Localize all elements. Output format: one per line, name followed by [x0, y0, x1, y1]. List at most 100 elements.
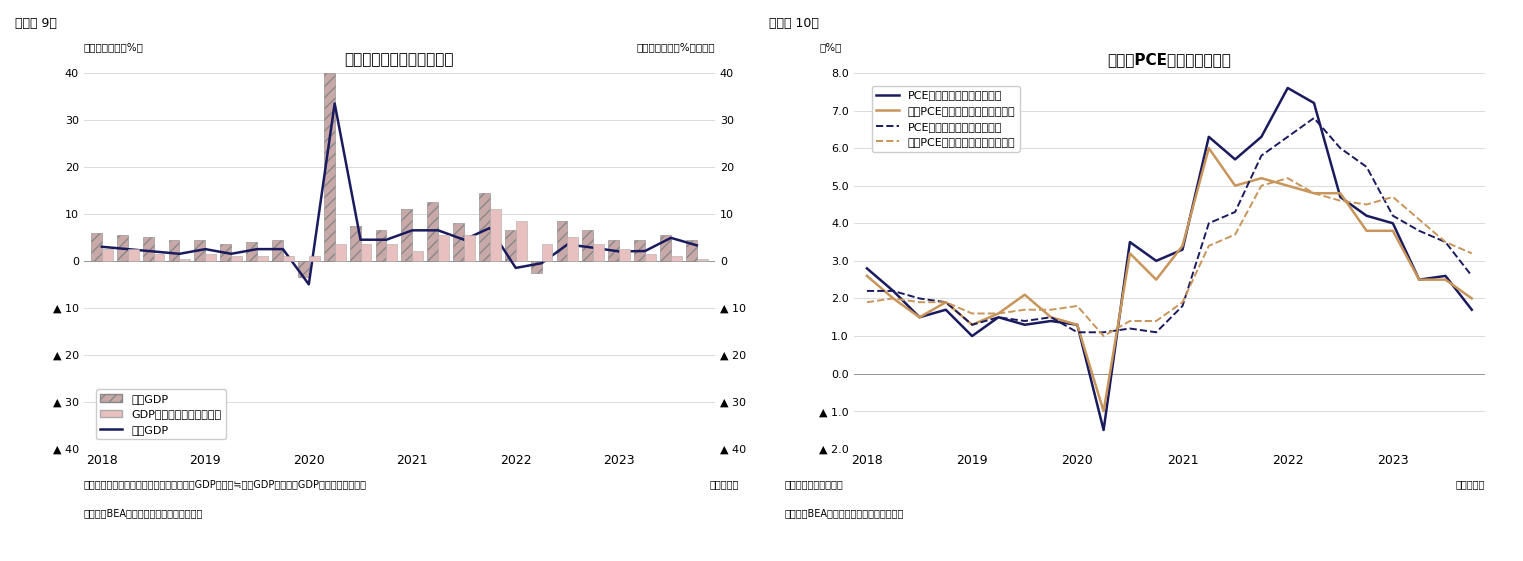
- Bar: [490, 209, 501, 261]
- PCE価格指数（前期比年率）: [911, 314, 929, 321]
- コアPCE価格指数（前期比年率）: [1095, 408, 1113, 415]
- コアPCE価格指数（前期比年率）: [990, 310, 1008, 317]
- PCE価格指数（前年同期比）: [1226, 209, 1244, 215]
- Bar: [91, 233, 102, 261]
- Text: （図表 10）: （図表 10）: [769, 17, 819, 30]
- Bar: [299, 261, 309, 277]
- Bar: [530, 261, 542, 273]
- PCE価格指数（前年同期比）: [911, 295, 929, 302]
- PCE価格指数（前年同期比）: [1436, 239, 1454, 246]
- Bar: [180, 259, 190, 261]
- PCE価格指数（前年同期比）: [1121, 325, 1139, 332]
- コアPCE価格指数（前年同期比）: [911, 299, 929, 306]
- コアPCE価格指数（前期比年率）: [857, 273, 876, 279]
- PCE価格指数（前期比年率）: [1410, 277, 1429, 283]
- コアPCE価格指数（前期比年率）: [963, 321, 981, 328]
- コアPCE価格指数（前期比年率）: [1200, 145, 1218, 151]
- PCE価格指数（前期比年率）: [1016, 321, 1034, 328]
- PCE価格指数（前年同期比）: [883, 288, 902, 295]
- PCE価格指数（前年同期比）: [857, 288, 876, 295]
- PCE価格指数（前期比年率）: [1121, 239, 1139, 246]
- Bar: [608, 240, 620, 261]
- コアPCE価格指数（前期比年率）: [937, 299, 955, 306]
- コアPCE価格指数（前年同期比）: [1095, 333, 1113, 339]
- Bar: [143, 237, 154, 261]
- Text: （資料）BEAよりニッセイ基礎研究所作成: （資料）BEAよりニッセイ基礎研究所作成: [784, 508, 903, 518]
- PCE価格指数（前年同期比）: [1095, 329, 1113, 335]
- PCE価格指数（前年同期比）: [937, 299, 955, 306]
- Bar: [646, 254, 656, 261]
- コアPCE価格指数（前年同期比）: [1068, 302, 1086, 309]
- PCE価格指数（前期比年率）: [1436, 273, 1454, 279]
- コアPCE価格指数（前期比年率）: [911, 314, 929, 321]
- Bar: [634, 240, 646, 261]
- コアPCE価格指数（前年同期比）: [1147, 318, 1165, 324]
- Bar: [195, 240, 206, 261]
- PCE価格指数（前年同期比）: [1068, 329, 1086, 335]
- Bar: [698, 259, 708, 261]
- Bar: [480, 193, 490, 261]
- PCE価格指数（前期比年率）: [1042, 318, 1060, 324]
- Bar: [247, 242, 257, 261]
- コアPCE価格指数（前年同期比）: [1436, 239, 1454, 246]
- Bar: [273, 240, 283, 261]
- Bar: [117, 235, 128, 261]
- Line: PCE価格指数（前年同期比）: PCE価格指数（前年同期比）: [867, 118, 1471, 332]
- Bar: [582, 231, 594, 261]
- PCE価格指数（前年同期比）: [1305, 114, 1323, 121]
- Legend: PCE価格指数（前期比年率）, コアPCE価格指数（前期比年率）, PCE価格指数（前年同期比）, コアPCE価格指数（前年同期比）: PCE価格指数（前期比年率）, コアPCE価格指数（前期比年率）, PCE価格指…: [873, 86, 1019, 151]
- PCE価格指数（前期比年率）: [1305, 100, 1323, 107]
- Bar: [506, 231, 516, 261]
- Text: （図表 9）: （図表 9）: [15, 17, 56, 30]
- PCE価格指数（前期比年率）: [1226, 156, 1244, 163]
- PCE価格指数（前期比年率）: [1357, 213, 1375, 219]
- PCE価格指数（前年同期比）: [1016, 318, 1034, 324]
- Text: （四半期）: （四半期）: [710, 480, 739, 490]
- コアPCE価格指数（前年同期比）: [963, 310, 981, 317]
- Bar: [361, 245, 372, 261]
- コアPCE価格指数（前年同期比）: [990, 310, 1008, 317]
- Text: （前期比年率、%、逆軸）: （前期比年率、%、逆軸）: [637, 42, 714, 52]
- Bar: [257, 256, 268, 261]
- Bar: [231, 256, 242, 261]
- コアPCE価格指数（前期比年率）: [1357, 227, 1375, 234]
- Text: （資料）BEAよりニッセイ基礎研究所作成: （資料）BEAよりニッセイ基礎研究所作成: [84, 508, 203, 518]
- Text: （注）季節調整済系列の前期比年率、実質GDP伸び率≒名目GDP伸び率－GDPデフレータ伸び率: （注）季節調整済系列の前期比年率、実質GDP伸び率≒名目GDP伸び率－GDPデフ…: [84, 480, 367, 490]
- PCE価格指数（前期比年率）: [1462, 306, 1480, 313]
- Bar: [672, 256, 682, 261]
- PCE価格指数（前期比年率）: [990, 314, 1008, 321]
- Bar: [620, 249, 631, 261]
- Line: コアPCE価格指数（前年同期比）: コアPCE価格指数（前年同期比）: [867, 178, 1471, 336]
- コアPCE価格指数（前期比年率）: [1173, 242, 1191, 249]
- コアPCE価格指数（前期比年率）: [1462, 295, 1480, 302]
- コアPCE価格指数（前年同期比）: [1410, 216, 1429, 223]
- Bar: [169, 240, 180, 261]
- コアPCE価格指数（前年同期比）: [1462, 250, 1480, 257]
- PCE価格指数（前年同期比）: [1147, 329, 1165, 335]
- PCE価格指数（前年同期比）: [990, 314, 1008, 321]
- Bar: [324, 73, 335, 261]
- PCE価格指数（前年同期比）: [1200, 220, 1218, 227]
- Bar: [387, 245, 398, 261]
- Bar: [283, 256, 294, 261]
- PCE価格指数（前期比年率）: [1147, 257, 1165, 264]
- コアPCE価格指数（前年同期比）: [1200, 242, 1218, 249]
- PCE価格指数（前期比年率）: [937, 306, 955, 313]
- PCE価格指数（前年同期比）: [1331, 145, 1349, 151]
- PCE価格指数（前期比年率）: [1252, 134, 1270, 140]
- コアPCE価格指数（前期比年率）: [1410, 277, 1429, 283]
- Bar: [128, 249, 139, 261]
- Line: コアPCE価格指数（前期比年率）: コアPCE価格指数（前期比年率）: [867, 148, 1471, 411]
- コアPCE価格指数（前期比年率）: [1436, 277, 1454, 283]
- コアPCE価格指数（前年同期比）: [1384, 194, 1403, 200]
- コアPCE価格指数（前期比年率）: [1068, 321, 1086, 328]
- Bar: [376, 231, 387, 261]
- コアPCE価格指数（前年同期比）: [937, 299, 955, 306]
- コアPCE価格指数（前年同期比）: [1121, 318, 1139, 324]
- Text: （%）: （%）: [819, 42, 841, 52]
- Bar: [594, 245, 605, 261]
- PCE価格指数（前期比年率）: [1278, 85, 1296, 91]
- コアPCE価格指数（前年同期比）: [1016, 306, 1034, 313]
- コアPCE価格指数（前期比年率）: [1278, 182, 1296, 189]
- コアPCE価格指数（前期比年率）: [1226, 182, 1244, 189]
